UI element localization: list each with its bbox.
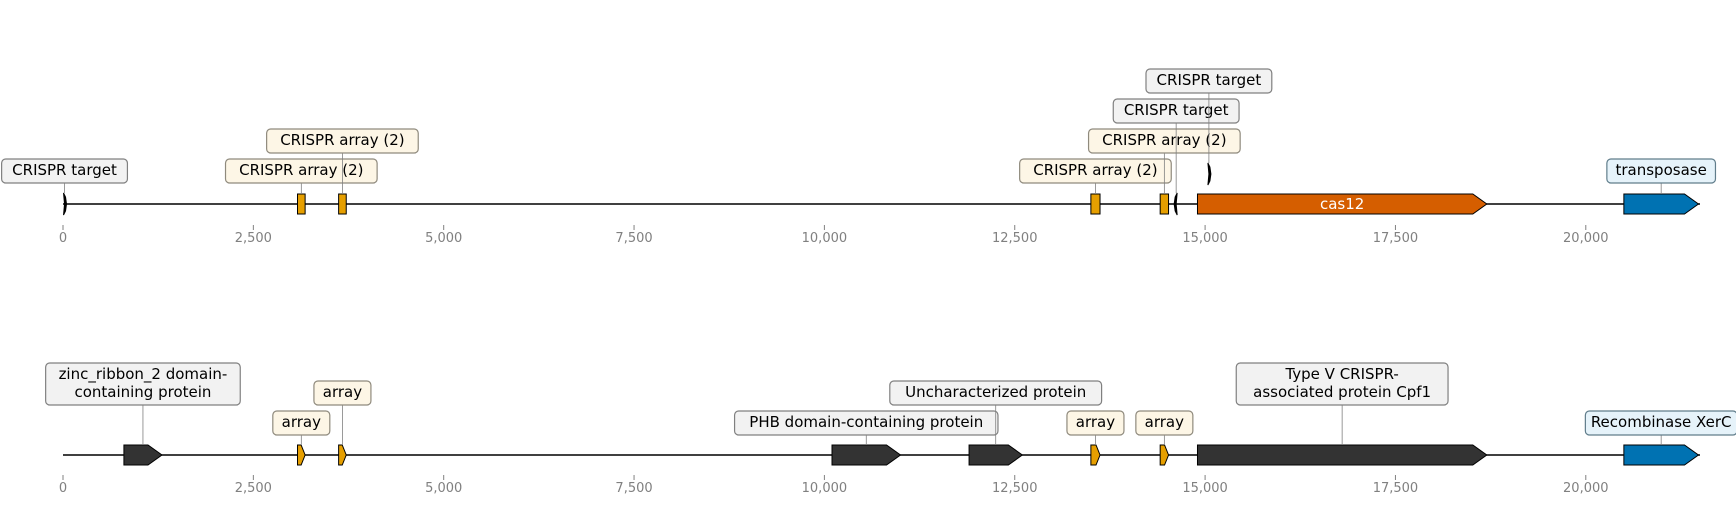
array-14450-shape[interactable] bbox=[1159, 193, 1170, 215]
axis-tick-label: 2,500 bbox=[235, 481, 272, 496]
uncharacterized-label: Uncharacterized protein bbox=[905, 383, 1086, 401]
target-14620-label-box bbox=[1112, 98, 1240, 124]
transposase-shape[interactable] bbox=[1623, 193, 1700, 215]
transposase-label: transposase bbox=[1616, 161, 1707, 179]
array-3650-label-box bbox=[266, 128, 419, 154]
feature-target-15050[interactable]: CRISPR target bbox=[1145, 68, 1273, 186]
array-3100-label: array bbox=[282, 413, 321, 431]
feature-phb-domain[interactable]: PHB domain-containing protein bbox=[733, 410, 999, 466]
feature-array-3100[interactable]: array bbox=[272, 410, 331, 466]
axis-tick-label: 12,500 bbox=[992, 231, 1038, 246]
feature-array-3650[interactable]: array bbox=[313, 380, 372, 466]
feature-uncharacterized[interactable]: Uncharacterized protein bbox=[889, 380, 1103, 466]
cpf1-label: Type V CRISPR-associated protein Cpf1 bbox=[1253, 365, 1431, 401]
array-3650-label: array bbox=[323, 383, 362, 401]
array-3650-shape[interactable] bbox=[338, 193, 347, 215]
feature-cas12[interactable]: cas12 bbox=[1196, 193, 1488, 215]
array-14450-label-box bbox=[1135, 410, 1194, 436]
array-3650-label-box bbox=[313, 380, 372, 406]
target-14620-shape[interactable] bbox=[1173, 192, 1178, 216]
uncharacterized-label-box bbox=[889, 380, 1103, 406]
target-14620-label: CRISPR target bbox=[1124, 101, 1229, 119]
feature-array-14450[interactable]: array bbox=[1135, 410, 1194, 466]
array-13550-label: array bbox=[1076, 413, 1115, 431]
target-15050-shape[interactable] bbox=[1207, 162, 1212, 186]
target-15050-label: CRISPR target bbox=[1157, 71, 1262, 89]
phb-domain-shape[interactable] bbox=[831, 444, 902, 466]
cpf1-shape[interactable] bbox=[1196, 444, 1488, 466]
target-15050-label-box bbox=[1145, 68, 1273, 94]
cas12-shape[interactable] bbox=[1196, 193, 1488, 215]
axis-tick-label: 5,000 bbox=[425, 481, 462, 496]
cpf1-label-box bbox=[1235, 362, 1449, 406]
target-0-label-box bbox=[1, 158, 129, 184]
feature-target-14620[interactable]: CRISPR target bbox=[1112, 98, 1240, 216]
feature-target-0[interactable]: CRISPR target bbox=[1, 158, 129, 216]
zinc-ribbon-label-box bbox=[45, 362, 241, 406]
phb-domain-label-box bbox=[733, 410, 999, 436]
array-3100-shape[interactable] bbox=[297, 193, 306, 215]
array-13550-label-box bbox=[1019, 158, 1172, 184]
axis-tick-label: 17,500 bbox=[1373, 481, 1419, 496]
axis-tick-label: 15,000 bbox=[1182, 481, 1228, 496]
cas12-inner-label: cas12 bbox=[1320, 195, 1364, 213]
xerc-shape[interactable] bbox=[1623, 444, 1700, 466]
axis-tick-label: 20,000 bbox=[1563, 481, 1609, 496]
axis-tick-label: 10,000 bbox=[802, 481, 848, 496]
target-0-shape[interactable] bbox=[63, 192, 68, 216]
axis-tick-label: 7,500 bbox=[615, 481, 652, 496]
array-3100-label-box bbox=[224, 158, 378, 184]
track-bottom: 0 2,500 5,000 7,500 10,000 12,500 15,000 17,500… bbox=[45, 362, 1736, 496]
axis-tick-label: 17,500 bbox=[1373, 231, 1419, 246]
feature-array-3100[interactable]: CRISPR array (2) bbox=[224, 158, 378, 215]
array-3650-label: CRISPR array (2) bbox=[280, 131, 404, 149]
axis-tick-label: 12,500 bbox=[992, 481, 1038, 496]
feature-transposase[interactable]: transposase bbox=[1606, 158, 1717, 215]
array-14450-label: CRISPR array (2) bbox=[1102, 131, 1226, 149]
array-13550-shape[interactable] bbox=[1090, 193, 1101, 215]
feature-array-3650[interactable]: CRISPR array (2) bbox=[266, 128, 419, 215]
feature-array-13550[interactable]: array bbox=[1066, 410, 1125, 466]
axis-tick-label: 0 bbox=[59, 481, 67, 496]
target-0-label: CRISPR target bbox=[12, 161, 117, 179]
axis-tick-label: 0 bbox=[59, 231, 67, 246]
array-3100-label-box bbox=[272, 410, 331, 436]
array-13550-shape[interactable] bbox=[1090, 444, 1101, 466]
axis-tick-label: 2,500 bbox=[235, 231, 272, 246]
array-13550-label: CRISPR array (2) bbox=[1033, 161, 1157, 179]
feature-array-13550[interactable]: CRISPR array (2) bbox=[1019, 158, 1172, 215]
array-3100-label: CRISPR array (2) bbox=[239, 161, 363, 179]
axis-tick-label: 15,000 bbox=[1182, 231, 1228, 246]
transposase-label-box bbox=[1606, 158, 1717, 184]
zinc-ribbon-label: zinc_ribbon_2 domain-containing protein bbox=[59, 365, 228, 401]
phb-domain-label: PHB domain-containing protein bbox=[749, 413, 983, 431]
array-3650-shape[interactable] bbox=[338, 444, 347, 466]
xerc-label-box bbox=[1584, 410, 1736, 436]
array-3100-shape[interactable] bbox=[297, 444, 306, 466]
array-14450-label: array bbox=[1145, 413, 1184, 431]
track-top: 0 2,500 5,000 7,500 10,000 12,500 15,000 17,500… bbox=[1, 68, 1717, 246]
xerc-label: Recombinase XerC bbox=[1591, 413, 1732, 431]
array-14450-shape[interactable] bbox=[1159, 444, 1170, 466]
feature-cpf1[interactable]: Type V CRISPR-associated protein Cpf1 bbox=[1196, 362, 1488, 466]
axis-tick-label: 5,000 bbox=[425, 231, 462, 246]
axis-tick-label: 20,000 bbox=[1563, 231, 1609, 246]
array-14450-label-box bbox=[1087, 128, 1241, 154]
feature-zinc-ribbon[interactable]: zinc_ribbon_2 domain-containing protein bbox=[45, 362, 241, 466]
axis-tick-label: 7,500 bbox=[615, 231, 652, 246]
feature-array-14450[interactable]: CRISPR array (2) bbox=[1087, 128, 1241, 215]
feature-xerc[interactable]: Recombinase XerC bbox=[1584, 410, 1736, 466]
axis-tick-label: 10,000 bbox=[802, 231, 848, 246]
array-13550-label-box bbox=[1066, 410, 1125, 436]
uncharacterized-shape[interactable] bbox=[968, 444, 1024, 466]
zinc-ribbon-shape[interactable] bbox=[123, 444, 163, 466]
